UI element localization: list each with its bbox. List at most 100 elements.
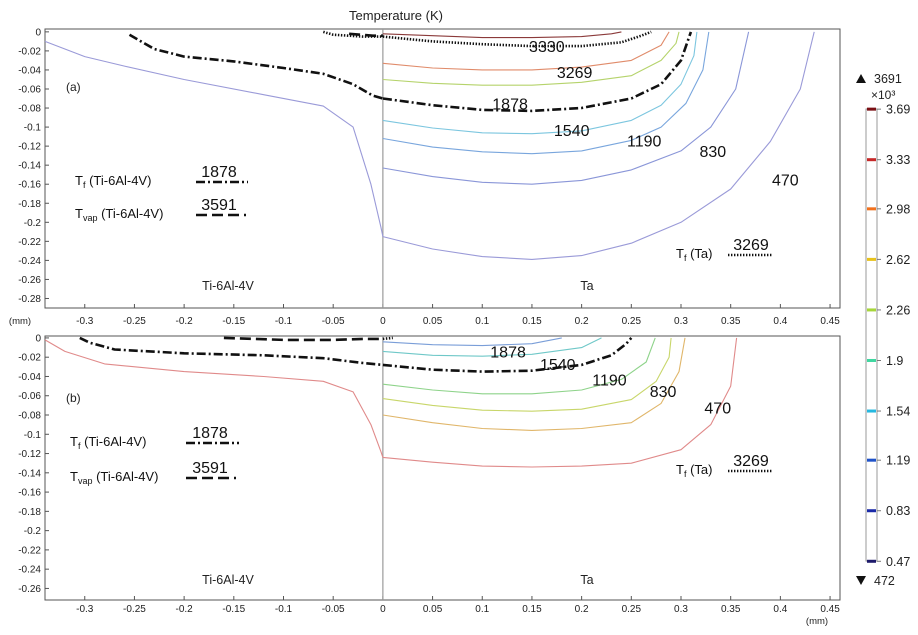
colorbar-color-mark [867, 158, 876, 162]
legend-symbol-vapor: Tvap (Ti-6Al-4V) [75, 206, 163, 223]
y-tick-label: -0.24 [18, 256, 41, 267]
isotherm-470-left [44, 339, 384, 458]
y-tick-label: -0.28 [18, 294, 41, 305]
panel-label: (b) [66, 391, 81, 405]
y-tick-label: -0.08 [18, 411, 41, 422]
legend-symbol-liquidus: Tf (Ti-6Al-4V) [75, 173, 151, 190]
plot-frame-b [44, 335, 841, 601]
y-tick-label: -0.08 [18, 104, 41, 115]
isotherm-1878-left [79, 336, 384, 367]
x-tick-label: 0.35 [721, 316, 741, 327]
colorbar-tick-label: 0.47 [886, 555, 910, 569]
panel-label: (a) [66, 80, 81, 94]
legend-symbol-suffix: (Ti-6Al-4V) [92, 469, 158, 484]
y-tick-label: -0.1 [24, 430, 42, 441]
x-tick-label: 0 [380, 604, 386, 615]
y-tick-label: -0.2 [24, 526, 42, 537]
x-tick-label: -0.15 [222, 604, 245, 615]
colorbar-tick-label: 3.69 [886, 103, 910, 117]
y-tick-label: -0.22 [18, 237, 41, 248]
x-tick-label: 0.15 [522, 316, 542, 327]
legend-symbol-suffix: (Ta) [686, 462, 712, 477]
panel-b: -0.3 -0.25 -0.2 -0.15 -0.1 -0.05 0 0.05 0.1 0.15 0… [18, 333, 841, 615]
legend-symbol-subscript: vap [78, 476, 93, 486]
isotherm-2260-right [382, 31, 680, 86]
legend-symbol-letter: T [70, 434, 78, 449]
legend-symbol-liquidus: Tf (Ti-6Al-4V) [70, 434, 146, 451]
isotherm-label: 3330 [529, 39, 565, 56]
isotherm-2980-right [382, 31, 670, 71]
legend-symbol-suffix: (Ti-6Al-4V) [97, 206, 163, 221]
isotherm-1540-right [382, 31, 698, 135]
isotherm-label: 1878 [492, 96, 528, 113]
x-tick-label: 0.1 [475, 604, 489, 615]
x-tick-label: -0.3 [76, 316, 94, 327]
isotherm-3591-left [348, 32, 383, 37]
material-label-right: Ta [580, 573, 593, 587]
isotherm-3330-right [382, 31, 622, 39]
y-tick-label: -0.06 [18, 84, 41, 95]
x-tick-label: -0.1 [275, 316, 293, 327]
isotherm-3269-right [382, 30, 652, 48]
isotherm-830-right [382, 31, 750, 185]
colorbar-tick-label: 3.33 [886, 153, 910, 167]
legend-value-vapor: 3591 [192, 460, 228, 477]
x-tick-label: -0.25 [123, 604, 146, 615]
legend-symbol-suffix: (Ti-6Al-4V) [80, 434, 146, 449]
isotherm-1878-left [128, 33, 384, 100]
isotherm-1190-right [382, 337, 672, 412]
min-triangle-icon [856, 576, 866, 585]
x-tick-label: -0.3 [76, 604, 94, 615]
y-tick-label: -0.02 [18, 353, 41, 364]
colorbar-color-mark [867, 358, 876, 362]
x-tick-label: 0.25 [622, 316, 642, 327]
legend-value-ta_melt: 3269 [733, 453, 769, 470]
legend-symbol-subscript: f [684, 469, 687, 479]
colorbar-color-mark [867, 207, 876, 211]
y-tick-label: -0.12 [18, 142, 41, 153]
isotherm-470-right [382, 31, 815, 260]
colorbar-color-mark [867, 509, 876, 513]
legend-symbol-subscript: vap [83, 213, 98, 223]
x-tick-label: 0.4 [773, 604, 787, 615]
y-tick-label: -0.22 [18, 545, 41, 556]
isotherm-label: 1540 [540, 357, 576, 374]
legend-symbol-ta_melt: Tf (Ta) [676, 462, 712, 479]
colorbar-frame [865, 108, 878, 562]
isotherm-470-left [44, 40, 384, 237]
isotherm-2980-right [382, 337, 562, 347]
isotherm-label: 470 [772, 172, 799, 189]
colorbar-tick-label: 1.9 [886, 354, 903, 368]
isotherm-label: 830 [650, 384, 677, 401]
y-tick-label: -0.12 [18, 449, 41, 460]
legend-value-liquidus: 1878 [201, 164, 237, 181]
legend-symbol-subscript: f [684, 253, 687, 263]
y-tick-label: -0.2 [24, 218, 42, 229]
panel-a: -0.3 -0.25 -0.2 -0.15 -0.1 -0.05 0 0.05 0.1 0.15 0… [18, 27, 841, 327]
colorbar-color-mark [867, 308, 876, 312]
isotherm-label: 3269 [557, 65, 593, 82]
colorbar-exponent-label: ×10³ [871, 88, 895, 102]
plot-frame-a [44, 28, 841, 309]
isotherm-label: 470 [704, 400, 731, 417]
y-tick-label: -0.26 [18, 584, 41, 595]
y-tick-label: -0.18 [18, 507, 41, 518]
x-tick-label: 0.2 [575, 316, 589, 327]
x-unit-label-bottom: (mm) [806, 616, 828, 627]
y-tick-label: 0 [35, 27, 41, 38]
legend-symbol-ta_melt: Tf (Ta) [676, 246, 712, 263]
x-tick-label: -0.25 [123, 316, 146, 327]
x-tick-label: 0.4 [773, 316, 787, 327]
y-tick-label: -0.14 [18, 468, 41, 479]
isotherm-label: 1190 [592, 372, 627, 389]
x-tick-label: -0.2 [176, 604, 194, 615]
colorbar-tick-label: 1.19 [886, 454, 910, 468]
x-tick-label: -0.05 [322, 604, 345, 615]
y-tick-label: -0.06 [18, 391, 41, 402]
x-tick-label: -0.1 [275, 604, 293, 615]
legend-symbol-suffix: (Ta) [686, 246, 712, 261]
isotherm-470-right [382, 337, 738, 468]
x-tick-label: 0.05 [423, 316, 443, 327]
colorbar-tick-label: 2.98 [886, 202, 910, 216]
